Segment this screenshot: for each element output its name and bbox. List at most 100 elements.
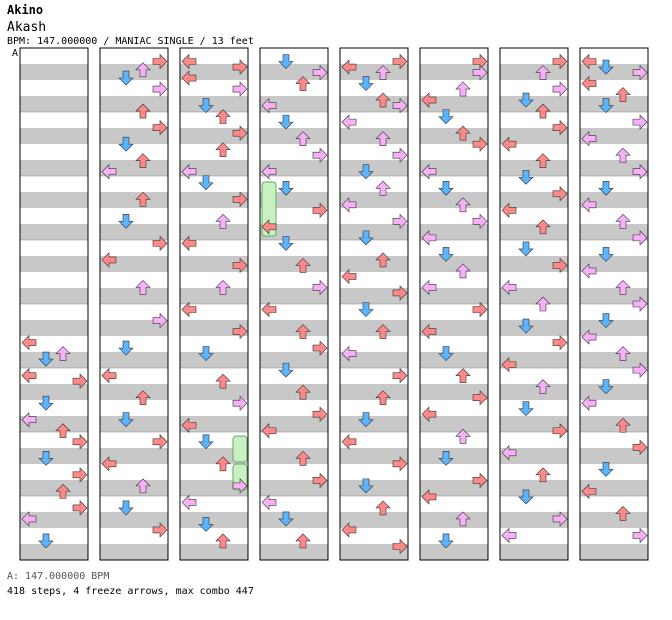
arrow-up-icon (375, 65, 391, 80)
arrow-left-icon (581, 329, 597, 345)
arrow-down-icon (438, 451, 454, 466)
arrow-down-icon (358, 478, 374, 494)
arrow-left-icon (261, 301, 277, 318)
arrow-right-icon (152, 312, 168, 329)
arrow-left-icon (181, 164, 197, 180)
beat-band (420, 416, 488, 432)
beat-band (580, 160, 648, 176)
arrow-right-icon (472, 136, 488, 152)
arrow-down-icon (278, 362, 294, 378)
arrow-left-icon (101, 456, 117, 472)
beat-band (420, 352, 488, 368)
column-border (259, 47, 329, 561)
arrow-right-icon (552, 511, 568, 527)
arrow-down-icon (38, 395, 54, 411)
column-border (579, 47, 649, 561)
arrow-down-icon (598, 379, 614, 395)
arrow-right-icon (632, 64, 648, 81)
beat-band (500, 128, 568, 144)
arrow-up-icon (375, 131, 391, 146)
arrow-up-icon (375, 500, 391, 516)
beat-band (340, 480, 408, 496)
arrow-right-icon (632, 362, 648, 378)
arrow-left-icon (21, 511, 37, 527)
arrow-left-icon (101, 164, 117, 180)
arrow-down-icon (518, 92, 534, 108)
arrow-right-icon (152, 53, 168, 70)
arrow-up-icon (55, 483, 71, 499)
beat-band (340, 416, 408, 432)
arrow-right-icon (472, 472, 488, 489)
arrow-right-icon (72, 373, 88, 389)
column-border (499, 47, 569, 561)
song-artist: Akash (7, 20, 47, 35)
arrow-down-icon (38, 533, 54, 549)
arrow-up-icon (455, 428, 471, 444)
beat-band (260, 384, 328, 400)
arrow-left-icon (261, 219, 277, 235)
beat-band (20, 384, 88, 400)
arrow-left-icon (421, 489, 437, 505)
arrow-left-icon (341, 434, 357, 450)
arrow-up-icon (135, 280, 151, 295)
arrow-right-icon (232, 395, 248, 411)
arrow-right-icon (392, 367, 408, 384)
arrow-right-icon (632, 164, 648, 180)
arrow-right-icon (552, 186, 568, 202)
arrow-left-icon (101, 252, 117, 268)
arrow-down-icon (118, 412, 134, 428)
arrow-up-icon (295, 76, 311, 91)
beat-band (420, 448, 488, 464)
arrow-right-icon (392, 285, 408, 301)
arrow-right-icon (632, 439, 648, 456)
arrow-down-icon (598, 98, 614, 114)
beat-band (20, 256, 88, 272)
beat-band (420, 288, 488, 304)
arrow-up-icon (135, 62, 151, 78)
arrow-left-icon (581, 130, 597, 147)
beat-band (100, 128, 168, 144)
arrow-down-icon (598, 313, 614, 328)
arrow-right-icon (552, 119, 568, 136)
arrow-left-icon (581, 263, 597, 279)
arrow-right-icon (312, 202, 328, 219)
arrow-down-icon (438, 346, 454, 362)
beat-band (100, 448, 168, 464)
beat-band (180, 544, 248, 560)
beat-band (260, 416, 328, 432)
beat-band (260, 256, 328, 272)
beat-band (500, 288, 568, 304)
arrow-up-icon (215, 456, 231, 472)
beat-band (260, 288, 328, 304)
arrow-left-icon (101, 367, 117, 384)
beat-band (180, 352, 248, 368)
beat-band (420, 544, 488, 560)
arrow-down-icon (358, 302, 374, 317)
beat-band (100, 384, 168, 400)
beat-band (420, 128, 488, 144)
beat-band (500, 384, 568, 400)
arrow-left-icon (581, 53, 597, 70)
beat-band (100, 160, 168, 176)
beat-band (20, 96, 88, 112)
arrow-right-icon (392, 97, 408, 114)
arrow-left-icon (501, 527, 517, 544)
arrow-right-icon (392, 147, 408, 163)
arrow-right-icon (152, 235, 168, 252)
arrow-down-icon (438, 109, 454, 125)
arrow-down-icon (518, 318, 534, 334)
beat-band (580, 352, 648, 368)
arrow-up-icon (295, 324, 311, 339)
arrow-up-icon (615, 87, 631, 102)
arrow-right-icon (552, 334, 568, 351)
beat-band (100, 512, 168, 528)
arrow-left-icon (261, 494, 277, 511)
arrow-left-icon (341, 522, 357, 538)
beat-band (420, 224, 488, 240)
beat-band (20, 320, 88, 336)
freeze-arrow (261, 181, 277, 237)
arrow-down-icon (278, 511, 294, 527)
arrow-right-icon (552, 53, 568, 70)
beat-band (580, 128, 648, 144)
beat-band (260, 352, 328, 368)
